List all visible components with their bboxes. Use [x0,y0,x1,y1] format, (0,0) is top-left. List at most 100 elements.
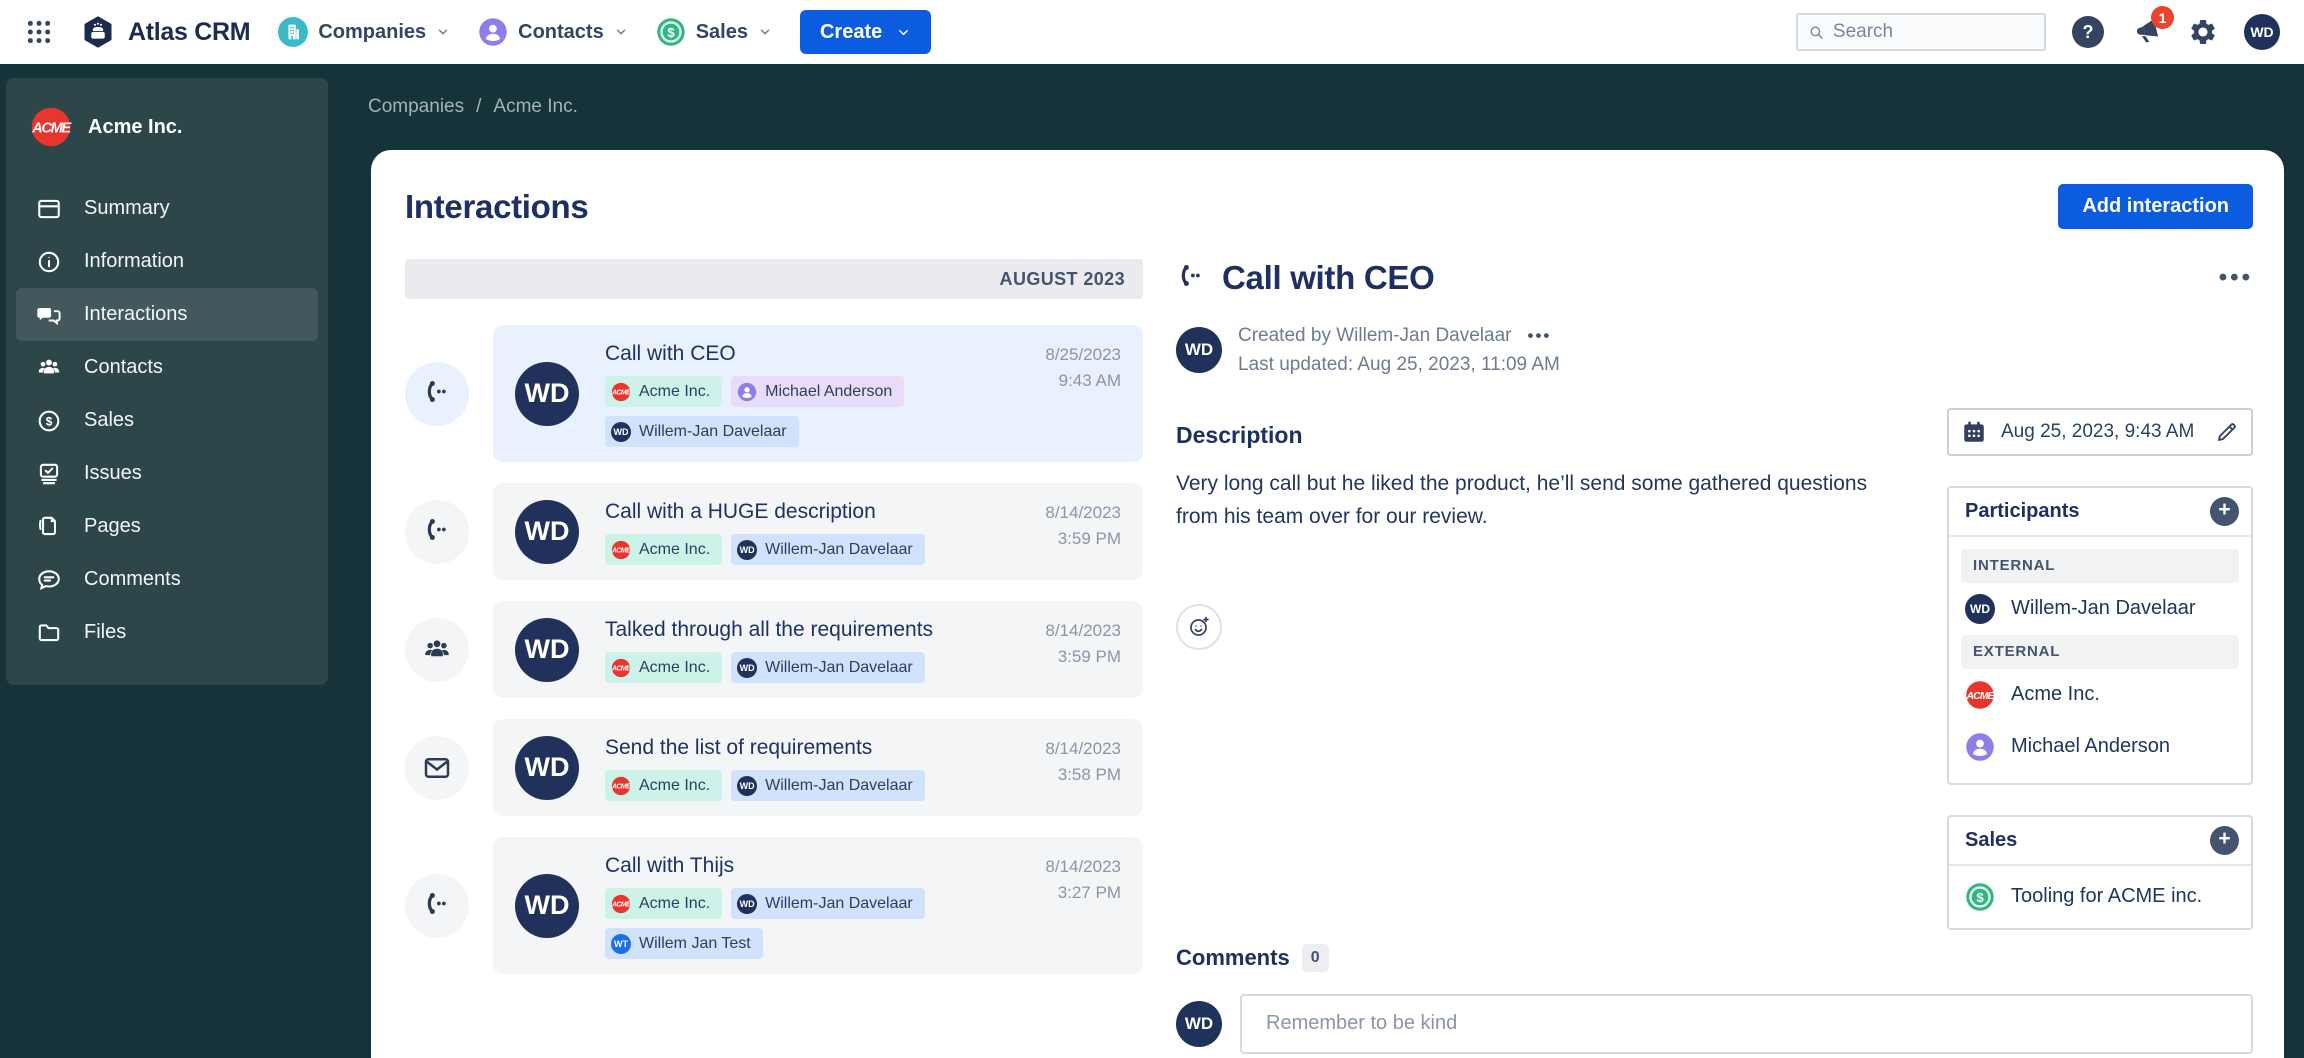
chevron-down-icon [616,29,625,35]
settings-gear-icon[interactable] [2188,17,2218,47]
info-icon [38,251,60,272]
call-icon [1181,263,1202,288]
tag-user[interactable]: WD Willem-Jan Davelaar [731,534,925,565]
app-title: Atlas CRM [128,17,251,46]
tag-company[interactable]: Acme Inc. [605,770,723,801]
contact-avatar-icon [737,382,757,401]
interaction-datetime: 8/25/2023 9:43 AM [1045,340,1121,447]
chat-bubbles-icon [36,306,61,324]
avatar: WD [737,539,758,560]
timeline-item-call-with-thijs: WD Call with Thijs Acme Inc. WD Willem-Ja… [405,837,1143,974]
app-switcher-icon[interactable] [26,19,52,45]
comment-input[interactable] [1240,993,2253,1054]
interaction-date-field[interactable]: Aug 25, 2023, 9:43 AM [1947,407,2253,456]
interaction-date: 8/14/2023 [1045,857,1121,876]
tag-user[interactable]: WT Willem Jan Test [605,928,763,959]
sidebar-item-information[interactable]: Information [16,235,318,288]
sales-item-tooling[interactable]: Tooling for ACME inc. [1949,866,2251,928]
search-icon [1810,26,1823,39]
detail-more-menu[interactable]: ••• [2218,264,2253,291]
call-icon [427,378,448,404]
dollar-icon [38,410,60,431]
interaction-title: Call with CEO [605,342,736,365]
edit-pencil-icon[interactable] [2215,420,2239,444]
help-button[interactable]: ? [2072,16,2104,48]
nav-menu-contacts[interactable]: Contacts [478,17,628,47]
nav-menu-companies[interactable]: Companies [278,17,450,47]
add-sale-button[interactable]: + [2210,825,2239,855]
tag-company[interactable]: Acme Inc. [605,534,723,565]
participant-name: Willem-Jan Davelaar [2011,597,2196,620]
folder-icon [38,623,60,641]
month-header: AUGUST 2023 [405,259,1143,299]
sidebar-item-contacts[interactable]: Contacts [16,341,318,394]
external-section-header: EXTERNAL [1961,634,2239,669]
tag-user[interactable]: WD Willem-Jan Davelaar [731,770,925,801]
sidebar-item-label: Files [84,621,127,643]
tag-user[interactable]: WD Willem-Jan Davelaar [731,652,925,683]
tag-company[interactable]: Acme Inc. [605,652,723,683]
contacts-icon [479,18,507,46]
interaction-time: 3:59 PM [1057,646,1121,666]
acme-logo [611,776,631,795]
tag-label: Acme Inc. [639,658,711,676]
tag-label: Acme Inc. [639,382,711,400]
tag-company[interactable]: Acme Inc. [605,888,723,919]
breadcrumb-companies[interactable]: Companies [368,96,465,117]
sidebar-item-files[interactable]: Files [16,606,318,659]
sidebar-item-summary[interactable]: Summary [16,182,318,235]
sidebar-item-pages[interactable]: Pages [16,500,318,553]
acme-logo [1965,681,1995,709]
tag-contact[interactable]: Michael Anderson [731,376,905,407]
tag-user[interactable]: WD Willem-Jan Davelaar [731,888,925,919]
sidebar-item-issues[interactable]: Issues [16,447,318,500]
avatar: WT [611,933,631,954]
interaction-detail: Call with CEO ••• WD Created by Willem-J… [1176,259,2253,1054]
add-interaction-button[interactable]: Add interaction [2058,184,2253,229]
comments-heading: Comments [1176,944,1290,970]
participant-michael[interactable]: Michael Anderson [1961,721,2239,773]
timeline-card[interactable]: WD Call with CEO Acme Inc. Michael Ander… [493,325,1143,462]
sidebar-item-comments[interactable]: Comments [16,553,318,606]
sidebar-item-sales[interactable]: Sales [16,394,318,447]
nav-menu-label: Contacts [518,20,604,43]
notifications-button[interactable]: 1 [2130,6,2174,48]
tag-user[interactable]: WD Willem-Jan Davelaar [605,416,799,447]
interaction-title: Call with a HUGE description [605,500,876,523]
timeline-card[interactable]: WD Call with a HUGE description Acme Inc… [493,483,1143,580]
sidebar-item-label: Interactions [84,303,188,325]
comments-count-badge: 0 [1301,943,1329,972]
meeting-icon-chip [405,617,469,682]
app-brand[interactable]: Atlas CRM [80,14,251,50]
nav-menu-sales[interactable]: Sales [655,17,772,47]
sales-icon [655,17,686,47]
interaction-date-value: Aug 25, 2023, 9:43 AM [2001,420,2195,442]
add-participant-button[interactable]: + [2210,496,2239,526]
avatar: WD [1176,327,1222,374]
breadcrumb-acme[interactable]: Acme Inc. [493,96,578,117]
participant-willem-jan[interactable]: WD Willem-Jan Davelaar [1961,583,2239,635]
tag-company[interactable]: Acme Inc. [605,376,723,407]
avatar: WD [515,873,579,938]
create-button[interactable]: Create [799,10,932,54]
timeline-card[interactable]: WD Call with Thijs Acme Inc. WD Willem-Ja… [493,837,1143,974]
internal-section-header: INTERNAL [1961,548,2239,583]
add-reaction-button[interactable] [1176,604,1222,651]
creator-more-menu[interactable]: ••• [1527,325,1552,345]
sidebar-item-interactions[interactable]: Interactions [16,288,318,341]
envelope-icon [424,757,450,778]
tag-label: Willem-Jan Davelaar [765,540,913,558]
sales-coin-icon [1965,882,1995,912]
participant-acme[interactable]: Acme Inc. [1961,669,2239,721]
timeline-card[interactable]: WD Send the list of requirements Acme In… [493,719,1143,816]
user-avatar[interactable]: WD [2244,14,2280,50]
avatar: WD [1176,1000,1222,1047]
tag-label: Willem Jan Test [639,934,751,952]
tag-label: Acme Inc. [639,776,711,794]
top-navbar: Atlas CRM Companies Contacts Sales Creat… [0,0,2304,64]
interaction-datetime: 8/14/2023 3:59 PM [1045,498,1121,565]
search-input[interactable] [1832,21,2034,43]
comment-icon [38,569,60,589]
timeline-card[interactable]: WD Talked through all the requirements A… [493,601,1143,698]
last-updated-text: Last updated: Aug 25, 2023, 11:09 AM [1238,354,1560,376]
